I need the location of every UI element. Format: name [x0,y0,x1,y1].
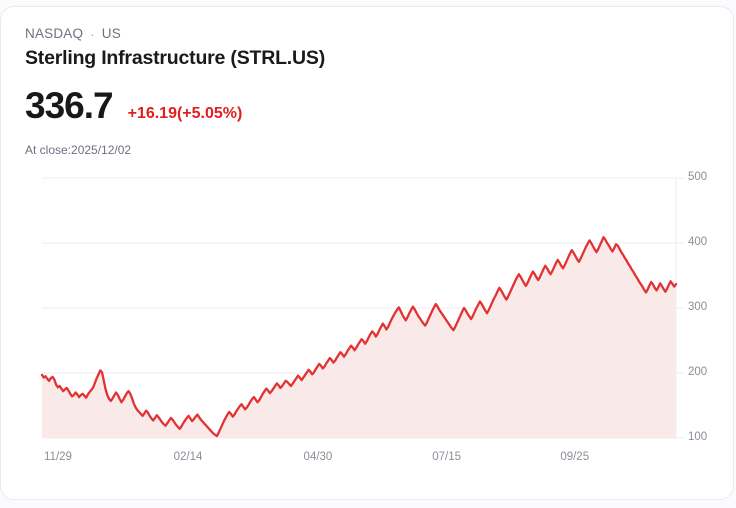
price-row: 336.7 +16.19(+5.05%) [25,87,242,124]
price-chart-svg[interactable] [1,7,734,500]
current-price: 336.7 [25,85,114,126]
y-axis-tick-100: 100 [688,431,708,443]
y-axis-tick-500: 500 [688,171,708,183]
x-axis-tick-4: 09/25 [560,451,590,463]
price-line [40,236,678,438]
y-axis-tick-400: 400 [688,236,708,248]
close-timestamp: At close:2025/12/02 [25,143,132,157]
price-area-fill [42,237,676,438]
exchange-name: NASDAQ [25,26,84,41]
price-change-badge: +16.19(+5.05%) [127,105,243,122]
stock-quote-card: NASDAQ · US Sterling Infrastructure (STRL.… [0,6,734,500]
exchange-row: NASDAQ · US [25,26,121,42]
x-axis-tick-3: 07/15 [432,451,462,463]
x-axis-tick-2: 04/30 [303,451,333,463]
y-axis-tick-300: 300 [688,301,708,313]
region-label: US [101,26,121,41]
y-axis-tick-200: 200 [688,366,708,378]
x-axis-tick-0: 11/29 [44,451,72,463]
x-axis-tick-1: 02/14 [173,451,203,463]
price-chart[interactable]: 100 200 300 400 500 11/29 02/14 04/30 07/15 09/2… [1,7,734,500]
separator-dot: · [90,26,95,42]
page-title: Sterling Infrastructure (STRL.US) [25,47,326,69]
